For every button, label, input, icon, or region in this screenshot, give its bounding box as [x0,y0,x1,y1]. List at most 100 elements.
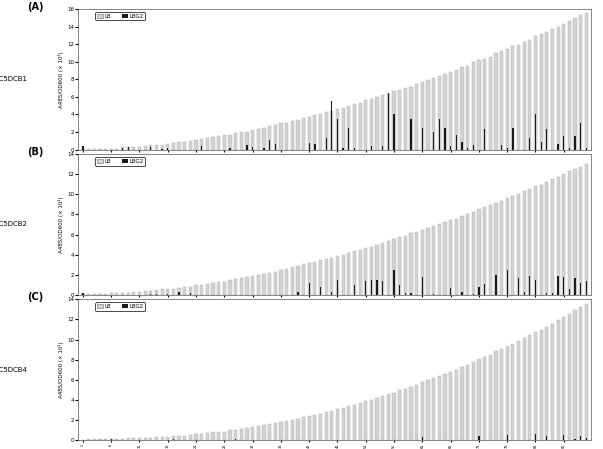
Bar [217,282,220,295]
Bar [364,101,367,150]
Bar [404,88,407,150]
Bar [93,294,96,295]
Bar [302,264,305,295]
Text: (C): (C) [27,292,43,302]
Bar [404,389,407,440]
Bar [200,285,203,295]
Bar [433,132,434,150]
Legend: LB, LBG2: LB, LBG2 [95,12,145,21]
Bar [494,352,497,440]
Bar [529,276,531,295]
Bar [212,137,215,150]
Bar [246,145,248,150]
Bar [268,273,271,295]
Bar [285,422,288,440]
Bar [540,330,543,440]
Bar [472,212,475,295]
Bar [568,314,571,440]
Bar [341,108,345,150]
Bar [432,78,435,150]
Bar [579,15,582,150]
Bar [517,194,520,295]
Bar [443,222,447,295]
Bar [507,149,508,150]
Bar [150,147,151,150]
Bar [387,93,390,150]
Bar [473,294,474,295]
Bar [235,439,236,440]
Bar [279,270,283,295]
Bar [411,119,412,150]
Bar [274,423,277,440]
Bar [575,439,576,440]
Bar [268,424,271,440]
Bar [160,145,164,150]
Bar [353,104,356,150]
Bar [472,362,475,440]
Bar [354,285,355,295]
Bar [398,238,402,295]
Bar [160,289,164,295]
Bar [546,436,548,440]
Bar [155,145,158,150]
Bar [528,335,531,440]
Bar [150,294,151,295]
Bar [319,114,322,150]
Bar [371,280,372,295]
Bar [348,128,350,150]
Bar [240,278,243,295]
Bar [173,439,174,440]
Bar [517,44,520,150]
Bar [557,320,560,440]
Bar [562,24,566,150]
Bar [545,182,548,295]
Bar [585,13,588,150]
Bar [324,412,328,440]
Bar [229,148,231,150]
Bar [245,277,248,295]
Bar [444,128,446,150]
Bar [478,359,481,440]
Bar [381,396,384,440]
Bar [87,149,90,150]
Bar [387,241,390,295]
Bar [512,128,514,150]
Bar [122,149,123,150]
Bar [353,405,356,440]
Bar [426,80,429,150]
Bar [121,439,124,440]
Bar [359,403,362,440]
Bar [415,232,418,295]
Bar [166,144,169,150]
Bar [166,289,169,295]
Y-axis label: A485/OD600 (× 10²): A485/OD600 (× 10²) [58,51,65,108]
Bar [347,406,350,440]
Bar [545,326,548,440]
Bar [308,117,311,150]
Bar [557,26,560,150]
Bar [194,434,198,440]
Legend: LB, LBG2: LB, LBG2 [95,157,145,166]
Bar [127,293,130,295]
Bar [371,146,372,150]
Bar [483,207,486,295]
Bar [194,286,198,295]
Bar [455,219,458,295]
Bar [432,226,435,295]
Bar [223,431,226,440]
Bar [411,293,412,295]
Bar [268,126,271,150]
Bar [505,198,509,295]
Bar [313,415,317,440]
Bar [251,276,254,295]
Bar [478,61,481,150]
Bar [460,67,464,150]
Bar [449,372,452,440]
Bar [370,400,373,440]
Bar [488,205,492,295]
Bar [302,417,305,440]
Bar [155,290,158,295]
Bar [183,141,186,150]
Bar [573,310,576,440]
Bar [189,141,192,150]
